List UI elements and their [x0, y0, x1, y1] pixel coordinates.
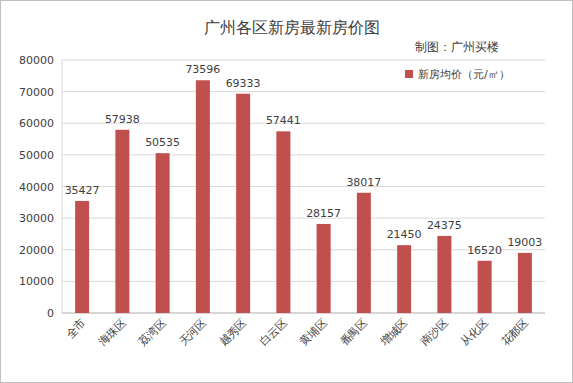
data-label: 19003 [507, 236, 542, 249]
grid-line [62, 313, 545, 314]
title: 广州各区新房最新房价图 [204, 18, 380, 37]
bar [196, 80, 210, 313]
data-label: 50535 [145, 136, 180, 149]
data-label: 21450 [387, 228, 422, 241]
chart-container: 0 10000 20000 30000 40000 50000 60000 70000 8000… [0, 0, 573, 383]
data-label: 38017 [346, 176, 381, 189]
grid-line [62, 281, 545, 282]
chart-border [1, 1, 573, 383]
x-tick-label: 白云区 [257, 316, 290, 349]
y-tick-label: 80000 [19, 54, 54, 67]
labels: 35427 57938 50535 73596 69333 57441 28157 38017… [63, 63, 542, 349]
chart-svg: 0 10000 20000 30000 40000 50000 60000 70000 8000… [0, 0, 573, 383]
x-tick-label: 增城区 [377, 316, 410, 349]
data-label: 57441 [266, 114, 301, 127]
x-tick-label: 花都区 [498, 316, 531, 349]
x-tick-label: 天河区 [176, 316, 209, 349]
bar [397, 245, 411, 313]
grid-line [62, 60, 545, 61]
y-tick-label: 0 [47, 307, 54, 320]
data-label: 35427 [65, 184, 100, 197]
data-label: 69333 [226, 77, 261, 90]
x-tick-label: 全市 [63, 316, 88, 341]
x-axis-line [62, 313, 545, 314]
data-label: 73596 [185, 63, 220, 76]
grid-line [62, 91, 545, 92]
x-tick-label: 黄埔区 [297, 316, 330, 349]
data-label: 24375 [427, 219, 462, 232]
bar [276, 131, 290, 313]
bars [75, 80, 532, 313]
y-tick-label: 30000 [19, 212, 54, 225]
x-tick-label: 番禺区 [337, 316, 370, 349]
data-label: 16520 [467, 244, 502, 257]
bar [478, 261, 492, 313]
bar [75, 201, 89, 313]
data-label: 28157 [306, 207, 341, 220]
bar [236, 94, 250, 313]
bar [437, 236, 451, 313]
y-tick-label: 20000 [19, 244, 54, 257]
x-tick-label: 越秀区 [217, 316, 250, 349]
x-tick-label: 海珠区 [96, 316, 129, 349]
grid-line [62, 186, 545, 187]
y-tick-label: 40000 [19, 181, 54, 194]
grid-line [62, 154, 545, 155]
data-label: 57938 [105, 113, 140, 126]
bar [115, 130, 129, 313]
y-tick-label: 60000 [19, 117, 54, 130]
subtitle: 制图：广州买楼 [415, 40, 499, 54]
legend-swatch [405, 70, 413, 78]
x-tick-label: 荔湾区 [136, 316, 169, 349]
bar [518, 253, 532, 313]
y-tick-label: 50000 [19, 149, 54, 162]
legend-label: 新房均价（元/㎡） [418, 68, 510, 81]
y-tick-label: 70000 [19, 86, 54, 99]
grid-line [62, 218, 545, 219]
bar [357, 193, 371, 313]
x-tick-label: 从化区 [458, 316, 491, 349]
bar [156, 153, 170, 313]
bar [317, 224, 331, 313]
y-axis-line [62, 60, 63, 313]
y-tick-label: 10000 [19, 275, 54, 288]
x-tick-label: 南沙区 [418, 316, 451, 349]
